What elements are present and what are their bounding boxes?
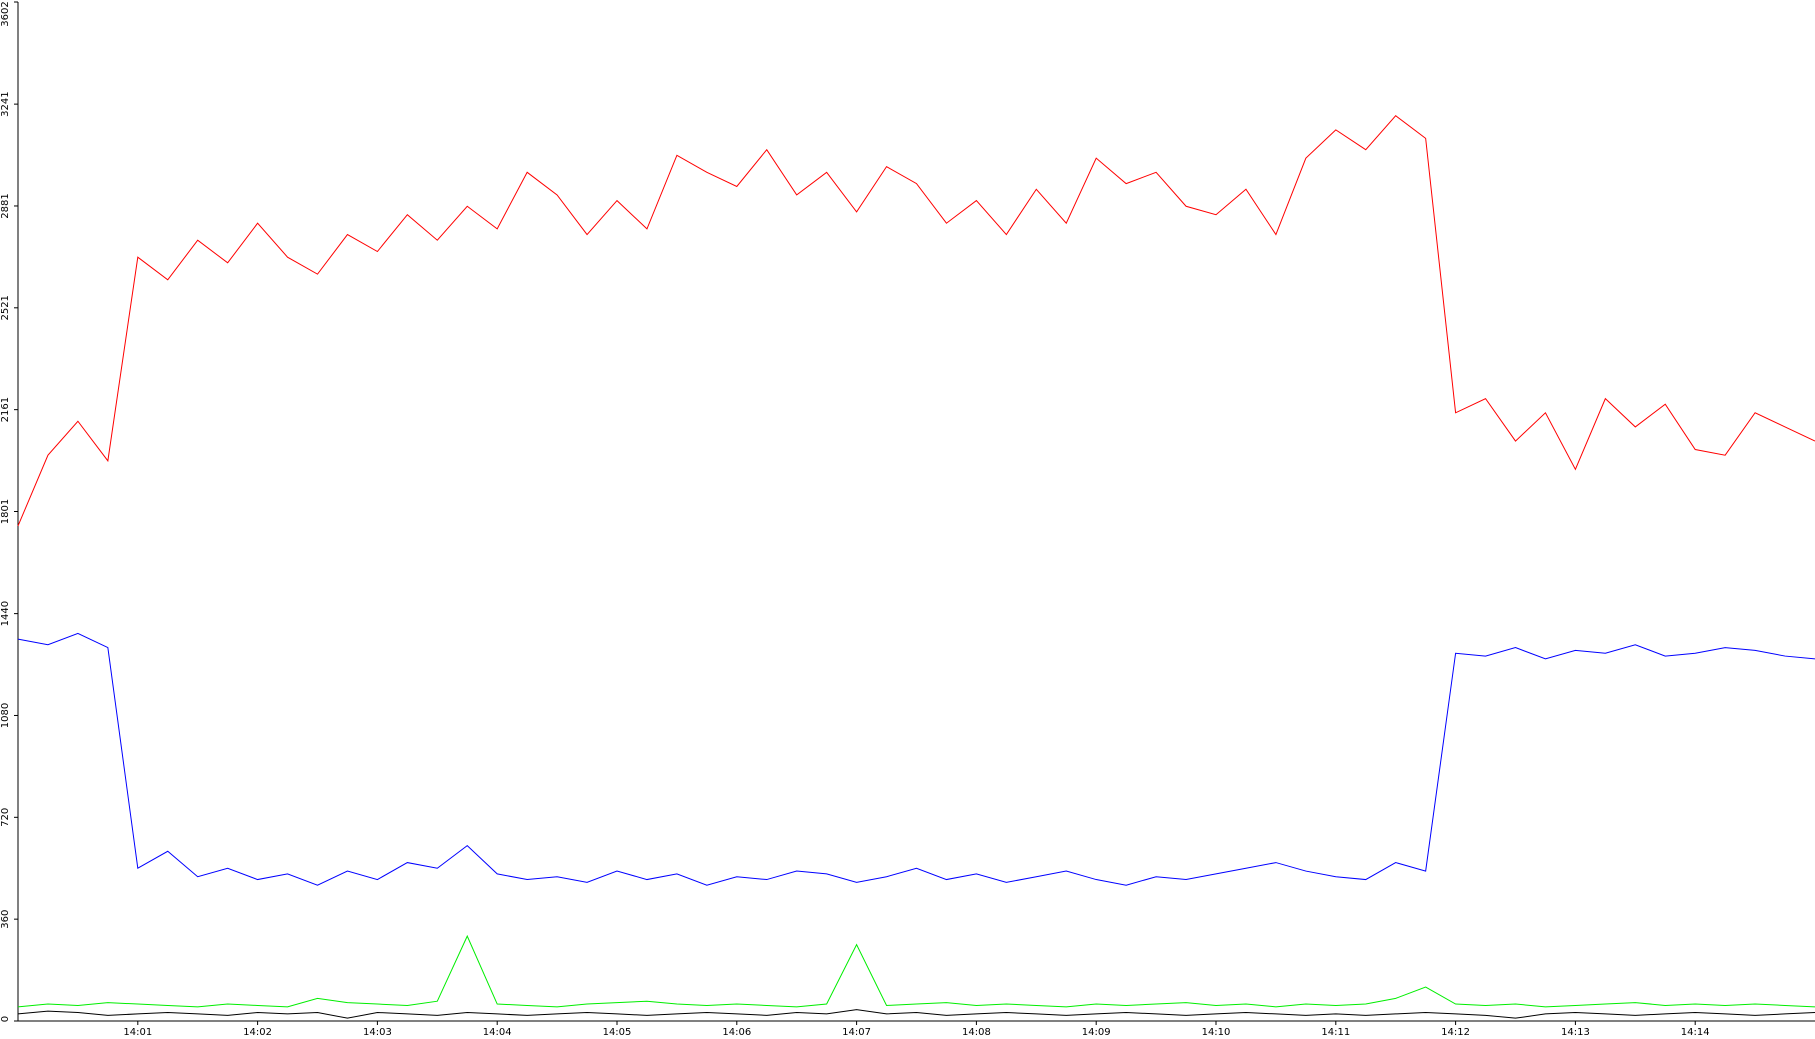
series-line: [17, 934, 1815, 1008]
x-tick-label: 14:09: [1082, 1027, 1111, 1038]
y-tick-label: 1440: [0, 601, 11, 626]
x-tick-label: 14:12: [1441, 1027, 1470, 1038]
x-tick-label: 14:08: [962, 1027, 991, 1038]
x-tick-label: 14:03: [363, 1027, 392, 1038]
y-tick-label: 2521: [0, 295, 11, 320]
y-tick-label: 0: [0, 1016, 11, 1022]
x-tick-label: 14:14: [1681, 1027, 1710, 1038]
series-line: [17, 632, 1815, 886]
y-tick-label: 1080: [0, 703, 11, 728]
y-tick-label: 2881: [0, 193, 11, 218]
y-tick-label: 3602: [0, 1, 11, 26]
x-tick-label: 14:06: [722, 1027, 751, 1038]
y-tick-label: 720: [0, 808, 11, 827]
x-tick-label: 14:05: [603, 1027, 632, 1038]
x-tick-label: 14:07: [842, 1027, 871, 1038]
x-tick-label: 14:02: [243, 1027, 272, 1038]
x-tick-label: 14:11: [1321, 1027, 1350, 1038]
series-line: [17, 115, 1815, 527]
y-tick-label: 2161: [0, 397, 11, 422]
y-tick-label: 3241: [0, 91, 11, 116]
series-line: [17, 1009, 1815, 1019]
y-tick-label: 1801: [0, 499, 11, 524]
x-tick-label: 14:01: [123, 1027, 152, 1038]
y-tick-label: 360: [0, 910, 11, 929]
x-tick-label: 14:04: [483, 1027, 512, 1038]
x-tick-label: 14:13: [1561, 1027, 1590, 1038]
x-tick-label: 14:10: [1202, 1027, 1231, 1038]
